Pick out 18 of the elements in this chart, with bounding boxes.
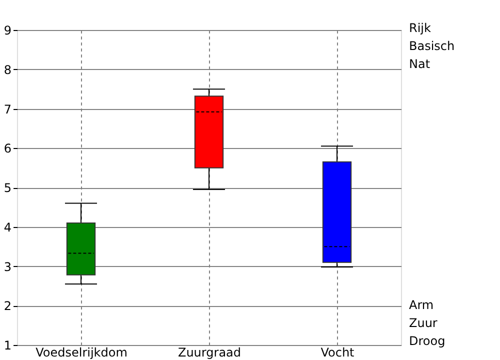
y-tick-label: 4 xyxy=(4,220,12,234)
y-tick-label: 8 xyxy=(4,62,12,77)
y-tick-label: 6 xyxy=(4,142,12,156)
x-tick-label: Voedselrijkdom xyxy=(36,346,128,360)
y-tick-label: 7 xyxy=(4,102,12,116)
text: Zuur xyxy=(409,316,438,330)
y-tick-label: 3 xyxy=(4,260,12,274)
y-tick-label: 9 xyxy=(4,24,12,38)
text: Droog xyxy=(409,334,446,348)
x-tick-label: Zuurgraad xyxy=(178,346,242,360)
y-tick-label: 1 xyxy=(4,338,12,352)
text: Nat xyxy=(409,57,430,71)
text: Basisch xyxy=(409,39,455,53)
y-tick-label: 5 xyxy=(4,181,12,195)
y-tick-label: 2 xyxy=(4,299,12,314)
text: Rijk xyxy=(409,21,432,35)
text: Arm xyxy=(409,298,434,312)
x-tick-label: Vocht xyxy=(320,346,355,360)
